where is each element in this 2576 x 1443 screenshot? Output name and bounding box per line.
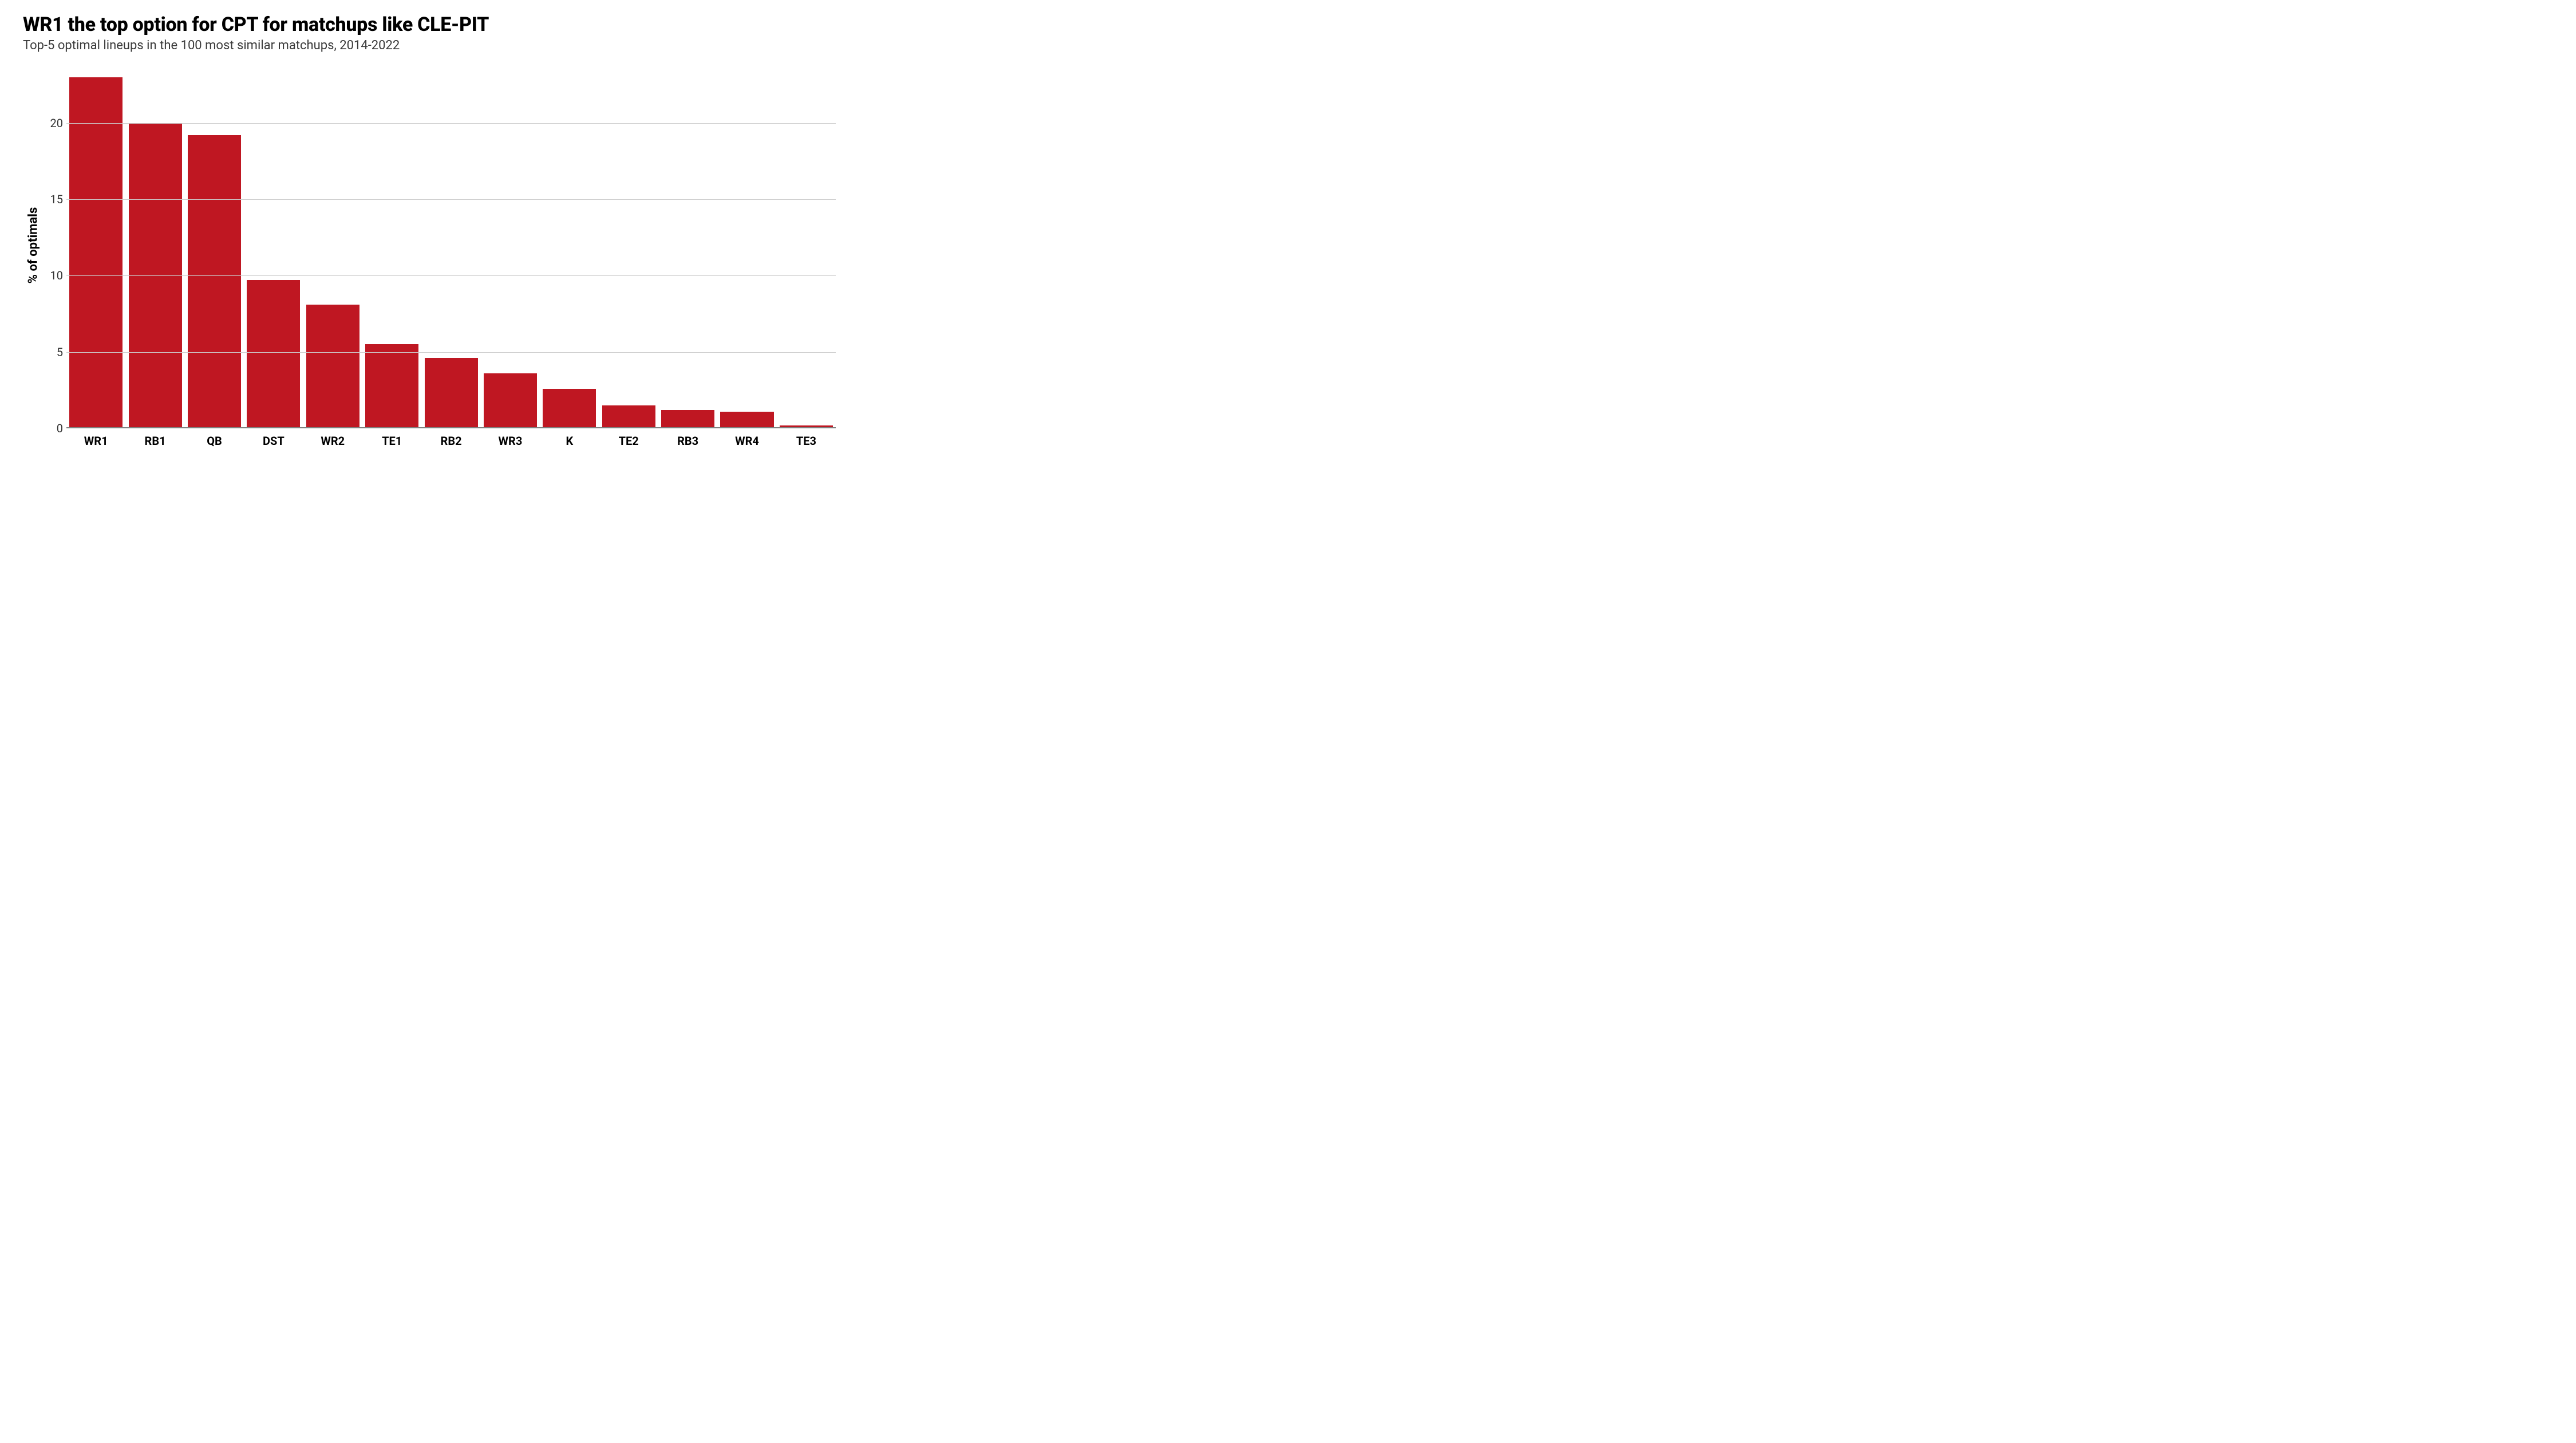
bar-slot [658, 62, 717, 428]
y-tick-label: 10 [50, 269, 63, 282]
plot-row: % of optimals 05101520 [23, 62, 836, 428]
y-axis-label: % of optimals [26, 207, 41, 283]
y-axis: 05101520 [44, 62, 66, 428]
bar-slot [362, 62, 421, 428]
x-tick-label: WR2 [303, 428, 362, 448]
gridline [66, 275, 836, 276]
y-tick-label: 5 [57, 345, 63, 359]
x-axis: WR1RB1QBDSTWR2TE1RB2WR3KTE2RB3WR4TE3 [66, 428, 836, 448]
bar-te2 [602, 405, 655, 428]
bar-wr1 [69, 77, 123, 428]
x-tick-label: WR3 [481, 428, 540, 448]
y-tick-label: 15 [50, 192, 63, 206]
x-axis-baseline [66, 427, 836, 428]
gridline [66, 123, 836, 124]
bar-te1 [365, 344, 418, 428]
chart-container: WR1 the top option for CPT for matchups … [0, 0, 859, 481]
bar-slot [481, 62, 540, 428]
bar-rb3 [661, 410, 714, 428]
x-tick-label: QB [185, 428, 244, 448]
bar-slot [66, 62, 125, 428]
x-tick-label: RB2 [421, 428, 480, 448]
x-tick-label: TE2 [599, 428, 658, 448]
plot-area [66, 62, 836, 428]
bar-k [543, 389, 596, 428]
bar-slot [421, 62, 480, 428]
x-tick-label: K [540, 428, 599, 448]
bar-wr4 [720, 412, 773, 428]
bar-slot [185, 62, 244, 428]
x-tick-label: WR1 [66, 428, 125, 448]
bar-dst [247, 280, 300, 428]
y-tick-label: 0 [57, 421, 63, 435]
x-tick-label: TE1 [362, 428, 421, 448]
y-axis-label-cell: % of optimals [23, 62, 44, 428]
bars-group [66, 62, 836, 428]
x-tick-label: TE3 [777, 428, 836, 448]
chart-title: WR1 the top option for CPT for matchups … [23, 14, 836, 36]
bar-wr2 [306, 305, 359, 428]
bar-slot [303, 62, 362, 428]
gridline [66, 199, 836, 200]
bar-rb2 [425, 358, 478, 428]
bar-slot [540, 62, 599, 428]
bar-slot [244, 62, 303, 428]
bar-slot [717, 62, 776, 428]
bar-wr3 [484, 373, 537, 428]
bar-qb [188, 135, 241, 428]
x-tick-label: WR4 [717, 428, 776, 448]
bar-slot [599, 62, 658, 428]
x-tick-label: RB1 [125, 428, 184, 448]
y-tick-label: 20 [50, 116, 63, 130]
x-tick-label: RB3 [658, 428, 717, 448]
gridline [66, 352, 836, 353]
chart-subtitle: Top-5 optimal lineups in the 100 most si… [23, 38, 836, 53]
bar-slot [777, 62, 836, 428]
bar-slot [125, 62, 184, 428]
x-tick-label: DST [244, 428, 303, 448]
